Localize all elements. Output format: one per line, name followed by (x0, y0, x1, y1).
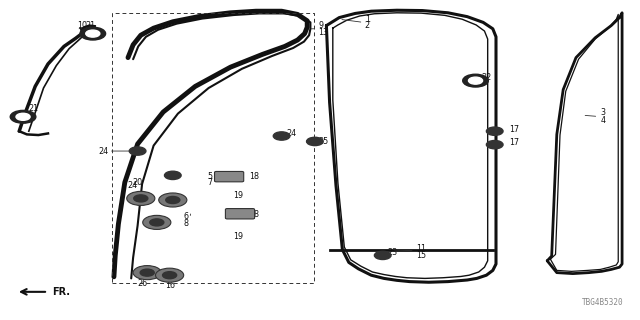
Circle shape (374, 251, 391, 260)
Text: 12: 12 (165, 275, 175, 284)
Text: 8: 8 (184, 219, 189, 228)
Circle shape (163, 272, 177, 279)
Circle shape (143, 215, 171, 229)
Text: 18: 18 (250, 172, 260, 180)
FancyBboxPatch shape (225, 209, 255, 219)
Circle shape (486, 140, 503, 149)
Circle shape (166, 196, 180, 204)
Text: 11: 11 (416, 244, 426, 253)
Circle shape (150, 219, 164, 226)
Text: 9: 9 (318, 21, 323, 30)
Text: 19: 19 (234, 232, 244, 241)
Text: 13: 13 (318, 28, 328, 36)
Text: 20: 20 (132, 178, 142, 187)
Circle shape (156, 268, 184, 282)
Text: 14: 14 (77, 28, 87, 36)
Circle shape (16, 113, 30, 120)
Text: 17: 17 (509, 125, 519, 134)
Circle shape (129, 147, 146, 155)
Circle shape (468, 77, 483, 84)
Text: 26: 26 (138, 279, 148, 288)
Text: 7: 7 (207, 178, 212, 187)
Text: 6: 6 (184, 212, 189, 221)
Circle shape (140, 269, 154, 276)
Text: 16: 16 (165, 281, 175, 290)
Circle shape (134, 195, 148, 202)
Text: 10: 10 (77, 21, 87, 30)
Circle shape (80, 27, 106, 40)
Circle shape (86, 30, 100, 37)
Text: TBG4B5320: TBG4B5320 (582, 298, 624, 307)
Circle shape (10, 110, 36, 123)
Text: 19: 19 (234, 191, 244, 200)
Circle shape (463, 74, 488, 87)
Text: FR.: FR. (52, 287, 70, 297)
Circle shape (486, 127, 503, 135)
Circle shape (307, 137, 323, 146)
FancyBboxPatch shape (214, 172, 244, 182)
Text: 2: 2 (365, 21, 370, 30)
Text: 23: 23 (387, 248, 397, 257)
Text: 21: 21 (85, 21, 95, 30)
Text: 24: 24 (99, 147, 109, 156)
Text: 1: 1 (365, 15, 370, 24)
Text: 5: 5 (207, 172, 212, 180)
Text: 18: 18 (250, 210, 260, 219)
Text: 24: 24 (127, 181, 138, 190)
Text: 24: 24 (287, 129, 297, 138)
Text: 3: 3 (600, 108, 605, 117)
Text: 21: 21 (29, 104, 39, 113)
Circle shape (273, 132, 290, 140)
Circle shape (159, 193, 187, 207)
Text: 4: 4 (600, 116, 605, 124)
Text: 25: 25 (318, 137, 328, 146)
Circle shape (164, 171, 181, 180)
Text: 15: 15 (416, 251, 426, 260)
Circle shape (133, 266, 161, 280)
Text: 17: 17 (509, 138, 519, 147)
Text: 22: 22 (481, 73, 492, 82)
Circle shape (127, 191, 155, 205)
